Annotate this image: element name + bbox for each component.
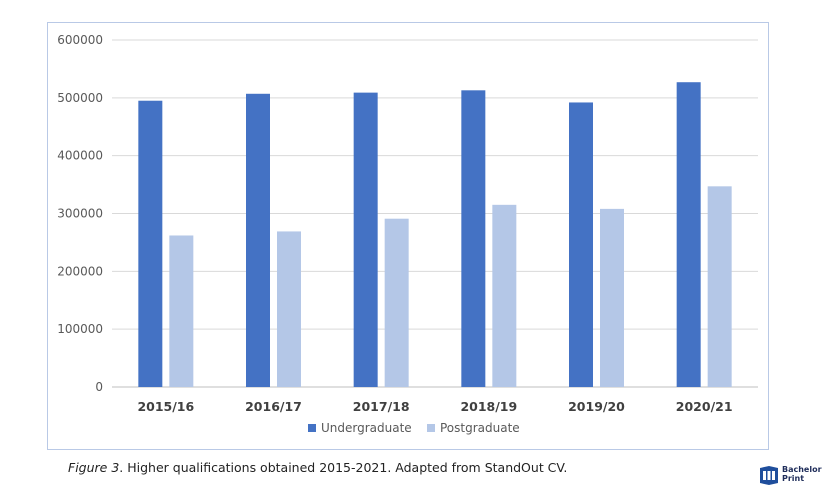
y-tick-label: 400000 <box>57 149 103 163</box>
bar-postgraduate-2020-21 <box>707 186 732 387</box>
bar-undergraduate-2015-16 <box>138 100 163 387</box>
book-logo-icon <box>760 466 778 485</box>
x-category-label: 2017/18 <box>353 399 410 414</box>
x-category-label: 2015/16 <box>137 399 194 414</box>
bar-postgraduate-2015-16 <box>169 235 194 387</box>
bar-undergraduate-2017-18 <box>353 92 378 388</box>
y-tick-label: 100000 <box>57 322 103 336</box>
legend-swatch <box>308 424 316 432</box>
bar-postgraduate-2017-18 <box>384 218 409 387</box>
bars <box>138 82 732 388</box>
figure-caption: Figure 3. Higher qualifications obtained… <box>68 460 567 475</box>
chart-frame: 0 100000 200000 300000 400000 500000 600000 20… <box>47 22 769 450</box>
bar-postgraduate-2016-17 <box>277 231 301 387</box>
bar-undergraduate-2020-21 <box>676 82 701 388</box>
figure-label: Figure 3 <box>68 460 120 475</box>
bar-postgraduate-2019-20 <box>600 208 624 387</box>
logo-line-1: Bachelor <box>782 465 822 474</box>
y-tick-label: 200000 <box>57 264 103 278</box>
x-axis-categories: 2015/16 2016/17 2017/18 2018/19 2019/20 2020/… <box>137 399 732 414</box>
legend-label: Postgraduate <box>440 421 520 435</box>
y-tick-label: 500000 <box>57 91 103 105</box>
logo-line-2: Print <box>782 474 805 483</box>
y-axis-ticks: 0 100000 200000 300000 400000 500000 600000 <box>57 33 103 394</box>
y-tick-label: 0 <box>95 380 103 394</box>
bachelorprint-logo: Bachelor Print <box>758 462 822 490</box>
bar-postgraduate-2018-19 <box>492 204 517 387</box>
y-tick-label: 300000 <box>57 207 103 221</box>
y-tick-label: 600000 <box>57 33 103 47</box>
x-category-label: 2018/19 <box>460 399 517 414</box>
bar-chart: 0 100000 200000 300000 400000 500000 600000 20… <box>57 33 758 435</box>
x-category-label: 2019/20 <box>568 399 625 414</box>
bar-undergraduate-2018-19 <box>461 90 486 387</box>
legend-swatch <box>427 424 435 432</box>
x-category-label: 2020/21 <box>676 399 733 414</box>
gridlines <box>112 39 758 388</box>
bar-undergraduate-2019-20 <box>569 102 593 388</box>
x-category-label: 2016/17 <box>245 399 302 414</box>
legend-label: Undergraduate <box>321 421 412 435</box>
bar-undergraduate-2016-17 <box>246 93 270 387</box>
legend: Undergraduate Postgraduate <box>308 421 520 435</box>
caption-text: . Higher qualifications obtained 2015-20… <box>119 460 568 475</box>
